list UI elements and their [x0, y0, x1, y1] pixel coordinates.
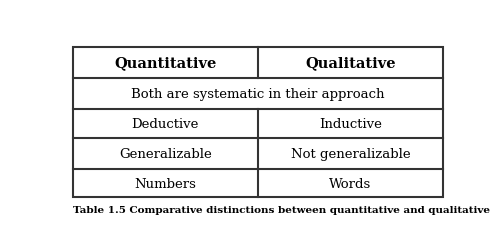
- Text: Not generalizable: Not generalizable: [291, 147, 410, 160]
- Text: Words: Words: [329, 177, 372, 190]
- Text: Inductive: Inductive: [319, 118, 382, 130]
- Text: Quantitative: Quantitative: [114, 56, 216, 70]
- Text: Generalizable: Generalizable: [119, 147, 212, 160]
- Text: Qualitative: Qualitative: [305, 56, 396, 70]
- Text: Both are systematic in their approach: Both are systematic in their approach: [131, 88, 384, 101]
- Text: Deductive: Deductive: [131, 118, 199, 130]
- Text: Numbers: Numbers: [134, 177, 196, 190]
- Text: Table 1.5 Comparative distinctions between quantitative and qualitative: Table 1.5 Comparative distinctions betwe…: [72, 205, 489, 214]
